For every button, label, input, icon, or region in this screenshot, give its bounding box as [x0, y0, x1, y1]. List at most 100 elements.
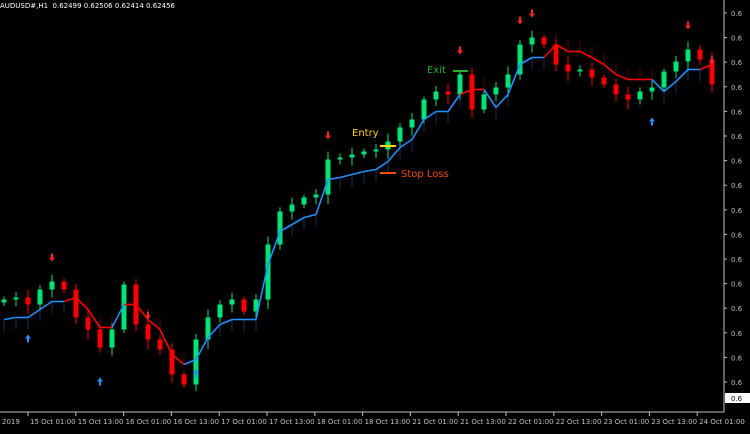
y-tick-label: 0.6 [731, 305, 743, 313]
trail-segment [39, 300, 53, 311]
candle-body [397, 127, 403, 142]
exit-label: Exit [427, 65, 446, 76]
candle-body [277, 211, 283, 245]
x-tick-label: 18 Oct 01:00 [317, 418, 363, 426]
trail-segment [399, 138, 413, 149]
trail-segment [291, 216, 305, 226]
candle-body [517, 44, 523, 75]
y-tick-label: 0.6 [731, 256, 743, 264]
trail-segment [663, 80, 677, 93]
trail-segment [339, 173, 353, 179]
current-price-box [725, 393, 750, 403]
trail-segment [111, 304, 125, 328]
candle-body [685, 49, 691, 62]
candle-body [229, 299, 235, 305]
y-tick-label: 0.6 [731, 10, 743, 18]
candle-body [529, 37, 535, 45]
stop-loss-label: Stop Loss [401, 169, 449, 180]
x-tick-label: 24 Oct 01:00 [699, 418, 745, 426]
trail-segment [75, 296, 89, 311]
candle-body [601, 77, 607, 85]
candle-body [145, 324, 151, 340]
trail-segment [303, 213, 317, 219]
trail-segment [267, 231, 281, 265]
candle-body [433, 91, 439, 100]
x-tick-label: 21 Oct 01:00 [412, 418, 458, 426]
x-tick-label: 22 Oct 01:00 [508, 418, 554, 426]
candle-body [469, 74, 475, 110]
trail-segment [219, 318, 233, 326]
candle-body [577, 69, 583, 72]
trail-segment [363, 168, 377, 173]
trail-segment [483, 89, 497, 108]
candle-body [157, 339, 163, 350]
trail-segment [579, 50, 593, 59]
trail-segment [255, 264, 269, 320]
candle-body [97, 329, 103, 348]
y-tick-label: 0.6 [731, 182, 743, 190]
trailing-line [3, 32, 713, 372]
buy-arrow-icon [193, 369, 199, 378]
candles [1, 30, 715, 392]
trail-segment [147, 318, 161, 331]
candle-body [661, 71, 667, 88]
candle-body [325, 159, 331, 195]
x-tick-label: 22 Oct 13:00 [556, 418, 602, 426]
trail-segment [519, 56, 533, 66]
y-tick-label: 0.6 [731, 35, 743, 43]
sell-arrow-icon [517, 16, 523, 25]
candle-body [109, 329, 115, 348]
candle-body [181, 374, 187, 385]
candle-body [85, 317, 91, 330]
trail-segment [651, 78, 665, 93]
sell-arrow-icon [529, 9, 535, 18]
candle-body [709, 59, 715, 85]
candle-body [337, 157, 343, 160]
trail-segment [3, 316, 17, 321]
trail-segment [87, 309, 101, 328]
y-tick-label: 0.6 [731, 108, 743, 116]
candle-body [169, 349, 175, 375]
trail-segment [27, 308, 41, 319]
candle-body [421, 99, 427, 120]
candle-body [49, 281, 55, 290]
trail-segment [351, 170, 365, 176]
trail-segment [423, 110, 437, 121]
trail-segment [603, 63, 617, 76]
candle-body [361, 151, 367, 155]
candle-body [649, 87, 655, 92]
x-tick-label: 23 Oct 01:00 [604, 418, 650, 426]
trail-segment [555, 43, 569, 53]
candle-body [553, 44, 559, 65]
trail-segment [207, 323, 221, 339]
candle-body [589, 69, 595, 78]
y-tick-label: 0.6 [731, 231, 743, 239]
candle-body [505, 74, 511, 88]
sell-arrow-icon [709, 56, 715, 65]
candle-body [373, 149, 379, 152]
sell-arrow-icon [49, 253, 55, 262]
trail-segment [183, 358, 197, 366]
candle-body [73, 289, 79, 318]
y-tick-label: 0.6 [731, 133, 743, 141]
candle-body [613, 84, 619, 95]
trail-segment [675, 68, 689, 83]
candle-body [541, 37, 547, 45]
trail-segment [495, 93, 509, 109]
candle-body [241, 299, 247, 312]
trail-segment [507, 64, 521, 95]
candle-body [457, 74, 463, 95]
signal-arrows [25, 9, 715, 386]
trail-segment [615, 73, 629, 81]
x-tick-label: 2019 [2, 418, 20, 426]
candle-body [409, 119, 415, 128]
candle-body [349, 154, 355, 158]
candle-body [445, 91, 451, 95]
trail-segment [159, 329, 173, 355]
trail-segment [459, 88, 473, 96]
y-tick-label: 0.6 [731, 354, 743, 362]
trail-segment [699, 63, 713, 71]
candle-body [313, 194, 319, 198]
trail-segment [387, 146, 401, 163]
